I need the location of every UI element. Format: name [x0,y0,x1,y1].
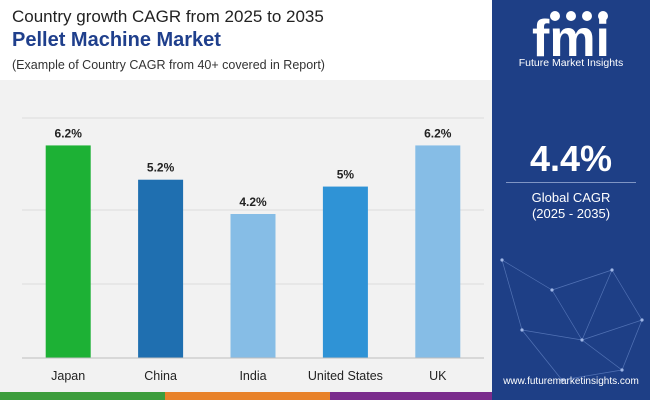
chart-title: Pellet Machine Market [12,29,221,51]
summary-sidebar: fmi Future Market Insights 4.4% Global C… [492,0,650,392]
website-link[interactable]: www.futuremarketinsights.com [503,376,639,387]
bar [138,179,184,358]
fmi-logo: fmi [532,10,610,68]
strip-orange [165,392,330,400]
bar [322,186,368,358]
strip-green [0,392,165,400]
global-cagr-period: (2025 - 2035) [531,206,611,221]
logo-dot-icon [598,11,608,21]
x-tick-label: China [144,369,177,383]
global-cagr-value: 4.4% [529,138,613,179]
x-tick-label: UK [429,369,447,383]
x-tick-label: United States [308,369,383,383]
strip-purple [330,392,492,400]
x-tick-label: Japan [51,369,85,383]
logo-dot-icon [582,11,592,21]
bar [230,214,276,358]
data-label: 5% [337,168,355,182]
bar [415,145,461,358]
logo-dot-icon [566,11,576,21]
logo-dot-icon [550,11,560,21]
data-label: 5.2% [147,161,175,175]
network-decoration [500,258,644,382]
x-tick-label: India [239,369,266,383]
strip-navy [492,392,650,400]
bar-chart: 6.2% Japan 5.2% China 4.2% India 5% United Stat… [22,117,484,383]
chart-subtitle: (Example of Country CAGR from 40+ covere… [12,58,325,72]
cagr-divider [506,182,636,183]
bar [45,145,91,358]
data-label: 6.2% [424,126,452,140]
chart-supertitle: Country growth CAGR from 2025 to 2035 [12,7,324,26]
global-cagr-label: Global CAGR [531,190,611,205]
data-label: 6.2% [55,126,83,140]
bottom-color-strip [0,392,650,400]
logo-text: Future Market Insights [518,57,624,69]
chart-header: Country growth CAGR from 2025 to 2035 Pe… [0,0,492,80]
data-label: 4.2% [239,195,267,209]
